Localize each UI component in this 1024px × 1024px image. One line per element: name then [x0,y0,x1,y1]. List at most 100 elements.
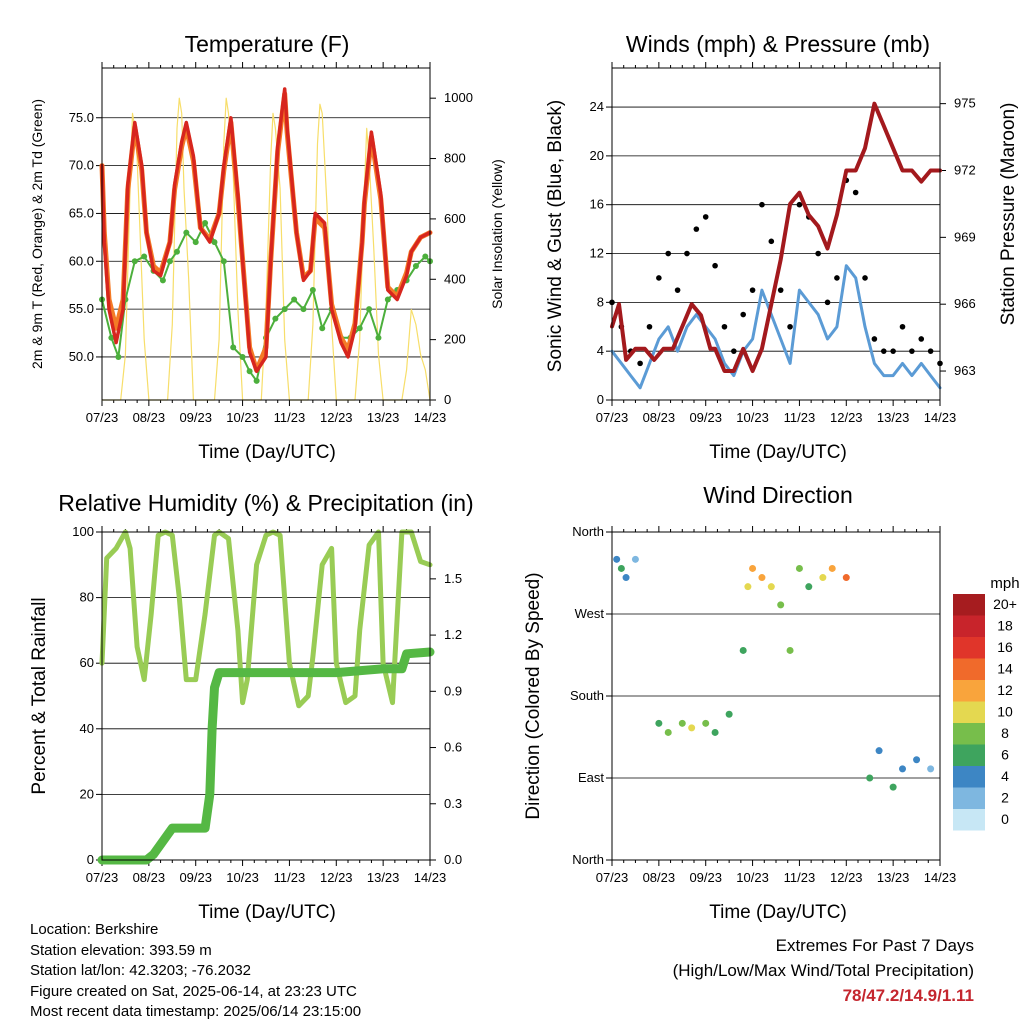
legend-label: 18 [997,618,1013,634]
gust-point [740,311,746,318]
temperature-title: Temperature (F) [185,31,350,57]
direction-point [899,765,907,773]
direction-point [702,719,710,727]
y-tick-label: 100 [72,524,94,539]
y-tick-label: 80 [80,590,94,605]
legend-swatch [953,766,985,788]
y-tick-label: 40 [80,721,94,736]
y-tick-label: East [578,770,604,785]
x-tick-label: 13/23 [367,410,400,425]
gust-point [637,360,643,367]
gust-point [899,323,906,330]
humidity-panel: Relative Humidity (%) & Precipitation (i… [29,490,474,923]
y2-tick-label: 972 [954,162,976,177]
x-tick-label: 12/23 [830,870,863,885]
legend-swatch [953,809,985,831]
x-tick-label: 09/23 [689,410,722,425]
station-info: Location: Berkshire Station elevation: 3… [30,920,361,1023]
direction-point [786,646,794,654]
y2-tick-label: 963 [954,363,976,378]
extremes-box: Extremes For Past 7 Days (High/Low/Max W… [673,933,974,1008]
gust-point [656,275,662,281]
y-tick-label: 60.0 [69,253,94,268]
y-tick-label: 65.0 [69,205,94,220]
y2-tick-label: 0.9 [444,683,462,698]
direction-point [875,747,883,755]
direction-point [688,724,696,732]
x-tick-label: 14/23 [414,410,447,425]
direction-point [828,564,836,572]
latlon-text: Station lat/lon: 42.3203; -76.2032 [30,962,252,979]
y-tick-label: 20 [590,148,604,163]
gust-point [918,336,925,342]
axes-humidity [96,526,436,866]
x-tick-label: 11/23 [784,870,816,885]
elevation-text: Station elevation: 393.59 m [30,941,212,959]
y-tick-label: 60 [80,655,94,670]
gust-point [787,323,793,330]
gust-point [815,250,821,257]
extremes-heading: Extremes For Past 7 Days [775,936,974,955]
gust-point [712,262,718,269]
gust-point [693,226,700,232]
gust-point [684,250,690,257]
y-tick-label: North [572,524,604,539]
y2-tick-label: 0.3 [444,796,462,811]
direction-point [739,646,747,654]
x-tick-label: 11/23 [274,870,306,885]
gust-point [871,336,878,342]
direction-point [631,555,639,563]
gust-point [674,287,681,293]
y2-tick-label: 966 [954,296,976,311]
y-tick-label: 12 [590,246,604,261]
y2-tick-label: 1.5 [444,571,462,586]
direction-xlabel: Time (Day/UTC) [709,902,847,923]
x-tick-label: 14/23 [924,410,957,425]
direction-point [913,756,921,764]
x-tick-label: 14/23 [924,870,957,885]
humidity-xlabel: Time (Day/UTC) [198,902,336,923]
x-tick-label: 08/23 [643,870,676,885]
x-tick-label: 10/23 [226,870,259,885]
x-tick-label: 09/23 [689,870,722,885]
winds-panel: Winds (mph) & Pressure (mb) Sonic Wind &… [545,31,1019,463]
direction-point [749,564,757,572]
x-tick-label: 08/23 [133,410,166,425]
legend-label: 10 [997,704,1013,720]
direction-point [655,719,663,727]
gust-point [862,275,868,281]
y2-tick-label: 200 [444,332,466,347]
legend-label: 0 [1001,811,1009,827]
gust-point [909,348,915,354]
created-text: Figure created on Sat, 2025-06-14, at 23… [30,982,357,1000]
precip-line [97,647,435,865]
x-tick-label: 08/23 [133,870,166,885]
y-tick-label: 75.0 [69,110,94,125]
plot-border [101,531,431,861]
gust-point [646,323,653,330]
legend-swatch [953,701,985,723]
legend-title: mph [990,575,1019,592]
direction-point [777,601,785,609]
winds-ylabel: Sonic Wind & Gust (Blue, Black) [545,100,566,372]
x-tick-label: 10/23 [736,410,769,425]
y2-tick-label: 0 [444,392,451,407]
y-tick-label: 0 [87,852,94,867]
legend-swatch [953,680,985,702]
plot-border [611,531,941,861]
winds-title: Winds (mph) & Pressure (mb) [626,31,930,57]
y2-tick-label: 969 [954,229,976,244]
legend-label: 2 [1001,790,1009,806]
x-tick-label: 14/23 [414,870,447,885]
legend-swatch [953,637,985,659]
y2-tick-label: 0.0 [444,852,462,867]
gust-point [759,201,765,208]
x-tick-label: 13/23 [367,870,400,885]
x-tick-label: 10/23 [736,870,769,885]
y-tick-label: 24 [590,99,604,114]
y2-tick-label: 1000 [444,90,473,105]
x-tick-label: 13/23 [877,410,910,425]
direction-point [744,583,752,591]
x-tick-label: 12/23 [320,870,353,885]
y-tick-label: 8 [597,294,604,309]
